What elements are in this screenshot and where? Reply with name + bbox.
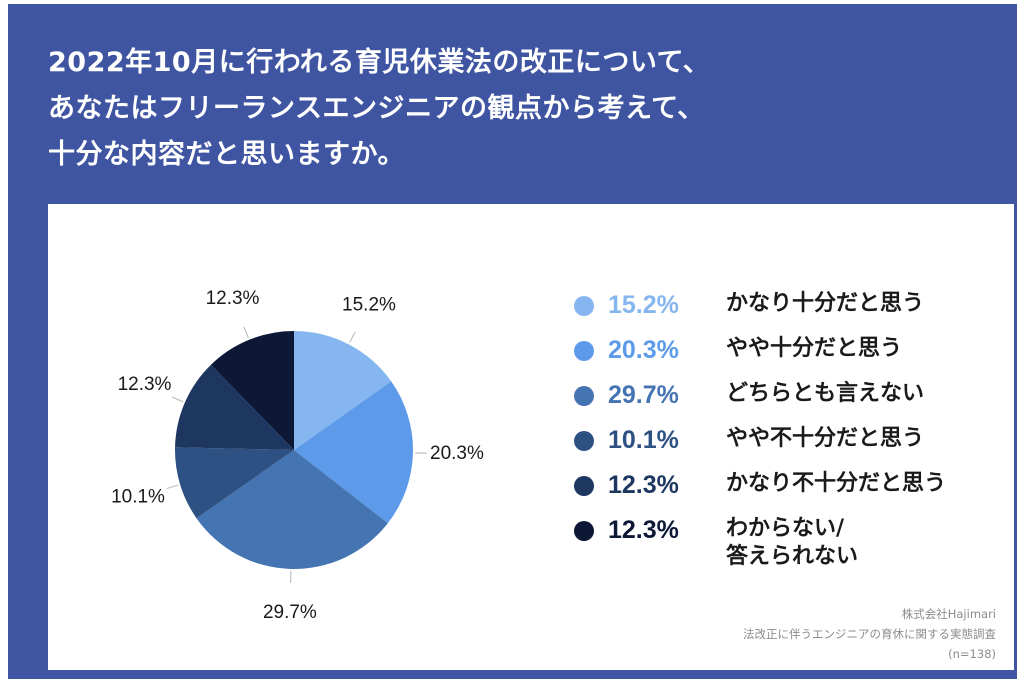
legend-value: 10.1%	[608, 426, 679, 454]
question-title-line: あなたはフリーランスエンジニアの観点から考えて、	[48, 93, 705, 124]
legend-value: 29.7%	[608, 381, 679, 409]
pie-slice-label: 12.3%	[118, 374, 172, 395]
source-note: 株式会社Hajimari 法改正に伴うエンジニアの育休に関する実態調査 (n=1…	[743, 604, 996, 664]
pie-slice	[196, 450, 388, 570]
pie-slice-label: 12.3%	[206, 288, 260, 309]
pie-leader-line	[171, 396, 184, 403]
legend-label: やや不十分だと思う	[726, 426, 925, 451]
pie-slice-label: 15.2%	[342, 294, 396, 315]
legend-value: 20.3%	[608, 336, 679, 364]
legend-swatch	[574, 521, 594, 541]
pie-slice	[174, 447, 294, 519]
source-survey: 法改正に伴うエンジニアの育休に関する実態調査	[743, 627, 996, 641]
chart-card: 15.2% 20.3% 29.7% 10.1% 12.3% 12.3% 15.2% かなり十…	[48, 204, 1014, 670]
question-title: 2022年10月に行われる育児休業法の改正について、 あなたはフリーランスエンジ…	[48, 40, 710, 178]
legend-value: 12.3%	[608, 516, 679, 544]
pie-chart: 15.2% 20.3% 29.7% 10.1% 12.3% 12.3%	[111, 288, 484, 623]
legend-label: やや十分だと思う	[726, 336, 903, 361]
legend-swatch	[574, 431, 594, 451]
question-title-line: 十分な内容だと思いますか。	[48, 139, 405, 170]
legend-label: わからない/ 答えられない	[726, 516, 859, 569]
legend-swatch	[574, 386, 594, 406]
legend-value: 12.3%	[608, 471, 679, 499]
pie-leader-line	[166, 484, 179, 490]
pie-slice-label: 29.7%	[263, 602, 317, 623]
pie-slice-label: 10.1%	[111, 486, 165, 507]
legend-swatch	[574, 476, 594, 496]
source-sample: (n=138)	[948, 647, 996, 661]
legend-label: どちらとも言えない	[726, 381, 925, 406]
legend-label: かなり不十分だと思う	[726, 471, 947, 496]
pie-slice	[175, 364, 294, 450]
pie-slice-label: 20.3%	[430, 443, 484, 464]
pie-leader-line	[349, 331, 356, 343]
title-banner: 2022年10月に行われる育児休業法の改正について、 あなたはフリーランスエンジ…	[8, 4, 1017, 679]
legend-swatch	[574, 341, 594, 361]
pie-leader-line	[243, 326, 249, 339]
pie-slice	[294, 331, 392, 450]
legend-label: かなり十分だと思う	[726, 291, 925, 316]
source-company: 株式会社Hajimari	[901, 607, 996, 621]
question-title-line: 2022年10月に行われる育児休業法の改正について、	[48, 47, 711, 78]
pie-slice	[210, 331, 294, 450]
legend-swatch	[574, 296, 594, 316]
pie-slice	[294, 381, 414, 524]
legend-value: 15.2%	[608, 291, 679, 319]
